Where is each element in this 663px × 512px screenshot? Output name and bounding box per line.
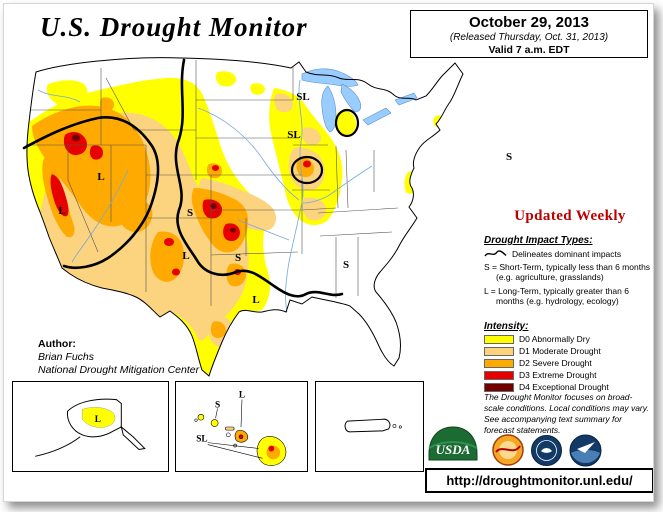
usda-logo-text: USDA xyxy=(436,442,471,457)
noaa-logo xyxy=(569,434,602,467)
map-label-east-coast-s: S xyxy=(506,151,512,163)
alaska-label-l: L xyxy=(95,415,101,425)
url-box: http://droughtmonitor.unl.edu/ xyxy=(425,468,653,493)
hawaii-inset: L S SL xyxy=(175,381,308,472)
intensity-legend: Intensity: D0 Abnormally Dry D1 Moderate… xyxy=(484,321,653,394)
legend-label-d3: D3 Extreme Drought xyxy=(519,370,597,380)
drought-monitor-page: U.S. Drought Monitor October 29, 2013 (R… xyxy=(3,3,654,502)
molokai-island xyxy=(225,426,235,431)
released-date: (Released Thursday, Oct. 31, 2013) xyxy=(449,32,609,43)
hawaii-leader-lines xyxy=(207,399,263,459)
url-link[interactable]: http://droughtmonitor.unl.edu/ xyxy=(446,473,633,488)
legend-label-d2: D2 Severe Drought xyxy=(519,358,592,368)
map-label-minnesota-sl: SL xyxy=(296,91,309,103)
vieques-island xyxy=(392,424,397,428)
map-label-nevada-l: L xyxy=(97,171,104,183)
aleutian-islands xyxy=(35,436,81,457)
alaska-panhandle xyxy=(120,425,146,451)
legend-label-d0: D0 Abnormally Dry xyxy=(519,334,590,344)
legend-swatch-d0 xyxy=(484,334,514,344)
hawaii-label-sl: SL xyxy=(196,435,207,445)
map-label-southeast-s: S xyxy=(343,259,349,271)
page-title: U.S. Drought Monitor xyxy=(40,12,308,42)
us-drought-map: SL SL L L S L S L S S xyxy=(22,57,512,377)
hawaii-label-s: S xyxy=(215,400,220,410)
great-lakes xyxy=(301,68,418,133)
valid-time: Valid 7 a.m. EDT xyxy=(488,44,570,56)
impact-short-term-text: S = Short-Term, typically less than 6 mo… xyxy=(484,262,651,283)
impact-line-icon xyxy=(484,250,507,257)
legend-swatch-d2 xyxy=(484,358,514,368)
us-outline xyxy=(26,57,464,377)
map-label-north-texas-s: S xyxy=(235,252,241,264)
map-label-wisconsin-sl: SL xyxy=(287,129,300,141)
impact-delineates-text: Delineates dominant impacts xyxy=(512,249,622,259)
kauai-island xyxy=(197,413,205,421)
maui-d3-spot xyxy=(238,434,244,440)
author-label: Author: xyxy=(38,338,76,350)
updated-weekly-text: Updated Weekly xyxy=(514,208,626,224)
impact-types-section: Drought Impact Types: Delineates dominan… xyxy=(484,235,653,306)
big-island-d3-spot xyxy=(268,445,275,452)
intensity-heading: Intensity: xyxy=(484,321,529,332)
puerto-rico-island xyxy=(344,418,391,433)
legend-swatch-d3 xyxy=(484,370,514,380)
impact-types-heading: Drought Impact Types: xyxy=(484,235,593,246)
usda-logo: USDA xyxy=(428,426,478,461)
date-box: October 29, 2013 (Released Thursday, Oct… xyxy=(410,10,648,58)
rivers xyxy=(37,79,373,313)
impact-long-term-text: L = Long-Term, typically greater than 6 … xyxy=(484,285,629,306)
legend-swatch-d1 xyxy=(484,346,514,356)
impact-delineation-lines xyxy=(22,58,360,298)
disclaimer-text: The Drought Monitor focuses on broad-sca… xyxy=(484,392,649,436)
author-block: Author: Brian Fuchs National Drought Mit… xyxy=(38,338,199,377)
legend-swatch-d4 xyxy=(484,382,514,392)
legend-row-d4: D4 Exceptional Drought xyxy=(484,382,653,392)
map-label-south-texas-l: L xyxy=(252,294,259,306)
map-label-california-l: L xyxy=(58,205,65,217)
alaska-d0-area xyxy=(81,407,116,428)
impact-labels: SL SL L L S L S L S S xyxy=(58,91,512,306)
legend-row-d0: D0 Abnormally Dry xyxy=(484,334,653,344)
alaska-inset: L xyxy=(12,381,169,472)
oahu-island xyxy=(210,419,219,427)
puerto-rico-inset xyxy=(315,381,424,472)
lanai-island xyxy=(226,432,231,438)
ndmc-logo xyxy=(492,434,524,466)
author-name: Brian Fuchs xyxy=(38,351,95,364)
legend-label-d1: D1 Moderate Drought xyxy=(519,346,601,356)
niihau-island xyxy=(194,418,198,422)
author-org: National Drought Mitigation Center xyxy=(38,364,200,377)
map-label-colorado-s: S xyxy=(187,207,193,219)
map-label-new-mexico-l: L xyxy=(182,250,189,262)
legend-row-d3: D3 Extreme Drought xyxy=(484,370,653,380)
d3-extreme-drought-areas xyxy=(50,132,311,276)
commerce-seal-logo xyxy=(531,435,562,466)
hawaii-label-l: L xyxy=(239,391,245,401)
usda-logo-icon xyxy=(428,426,478,461)
legend-row-d2: D2 Severe Drought xyxy=(484,358,653,368)
d4-exceptional-drought-areas xyxy=(72,134,236,233)
legend-row-d1: D1 Moderate Drought xyxy=(484,346,653,356)
culebra-island xyxy=(398,425,402,429)
report-date: October 29, 2013 xyxy=(468,14,590,31)
legend-label-d4: D4 Exceptional Drought xyxy=(519,382,609,392)
